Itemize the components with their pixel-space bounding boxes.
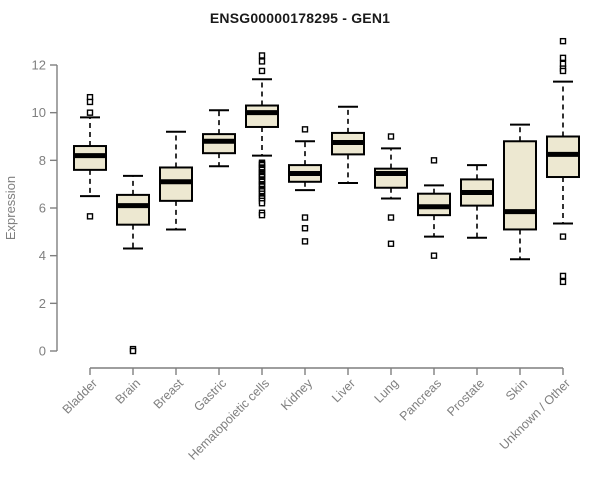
- outlier-point: [430, 157, 438, 164]
- x-tick-label: Hematopoietic cells: [186, 376, 273, 463]
- x-tick-label: Skin: [503, 376, 530, 403]
- box-pancreas: [417, 157, 451, 259]
- box-brain: [116, 174, 150, 355]
- outlier-point: [387, 214, 395, 221]
- outlier-point: [86, 98, 94, 106]
- outlier-point: [387, 133, 395, 140]
- x-tick-label: Pancreas: [397, 376, 444, 423]
- x-tick-label: Brain: [113, 376, 144, 407]
- y-tick-label: 4: [39, 248, 46, 263]
- outlier-point: [258, 211, 266, 219]
- x-tick-label: Breast: [151, 376, 187, 412]
- box-unknown-other: [546, 37, 580, 286]
- x-tick-label: Liver: [329, 376, 358, 405]
- outlier-point: [559, 67, 567, 75]
- chart-title: ENSG00000178295 - GEN1: [209, 10, 391, 26]
- box-kidney: [288, 126, 322, 245]
- box-hematopoietic-cells: [245, 52, 279, 219]
- x-tick-label: Lung: [372, 376, 402, 406]
- iqr-box: [503, 140, 537, 231]
- outlier-point: [301, 238, 309, 245]
- x-tick-label: Bladder: [60, 376, 100, 416]
- box-prostate: [460, 164, 494, 239]
- y-tick-label: 2: [39, 296, 46, 311]
- y-tick-label: 12: [32, 58, 46, 73]
- outlier-point: [430, 252, 438, 259]
- y-tick-label: 6: [39, 201, 46, 216]
- outlier-point: [301, 225, 309, 232]
- outlier-point: [258, 67, 266, 75]
- outlier-point: [129, 347, 137, 355]
- y-tick-label: 10: [32, 105, 46, 120]
- outlier-point: [559, 54, 567, 62]
- y-tick-label: 8: [39, 153, 46, 168]
- y-axis-title: Expression: [3, 176, 18, 240]
- iqr-box: [245, 104, 279, 128]
- outlier-point: [559, 278, 567, 286]
- box-lung: [374, 133, 408, 247]
- x-tick-label: Gastric: [191, 376, 229, 414]
- y-tick-label: 0: [39, 344, 46, 359]
- outlier-point: [258, 58, 266, 65]
- outlier-point: [559, 233, 567, 240]
- box-liver: [331, 105, 365, 184]
- box-skin: [503, 123, 537, 261]
- iqr-box: [116, 193, 150, 226]
- outlier-point: [387, 240, 395, 247]
- outlier-point: [258, 52, 266, 59]
- outlier-point: [86, 213, 94, 220]
- outlier-point: [559, 272, 567, 280]
- box-bladder: [73, 93, 107, 220]
- outlier-point: [86, 109, 94, 116]
- outlier-point: [301, 126, 309, 133]
- box-gastric: [202, 109, 236, 168]
- x-tick-label: Kidney: [278, 376, 315, 413]
- y-axis: 0 2 4 6 8 10 12 Expression: [3, 58, 58, 359]
- box-breast: [159, 130, 193, 231]
- outlier-point: [559, 37, 567, 45]
- outlier-point: [301, 214, 309, 221]
- x-tick-label: Prostate: [444, 376, 487, 419]
- outlier-point: [258, 200, 266, 207]
